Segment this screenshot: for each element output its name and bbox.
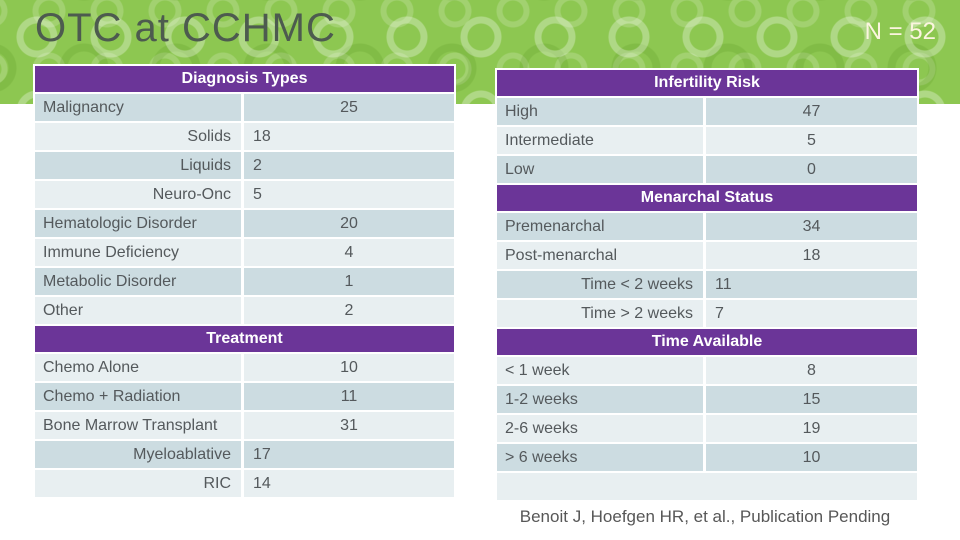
row-label: 2-6 weeks: [497, 415, 703, 442]
row-value: 4: [244, 239, 454, 266]
row-value: 2: [244, 297, 454, 324]
table-row: Time > 2 weeks 7: [497, 300, 917, 327]
table-row: Solids 18: [35, 123, 454, 150]
row-label: Other: [35, 297, 241, 324]
table-row: Hematologic Disorder 20: [35, 210, 454, 237]
row-value: 20: [244, 210, 454, 237]
row-label: < 1 week: [497, 357, 703, 384]
row-value: 17: [244, 441, 454, 468]
row-value: 34: [706, 213, 917, 240]
section-header-infertility-risk: Infertility Risk: [497, 70, 917, 96]
table-row: Low 0: [497, 156, 917, 183]
row-value: 5: [244, 181, 454, 208]
row-label: 1-2 weeks: [497, 386, 703, 413]
sample-size-label: N = 52: [864, 18, 936, 45]
row-label: Malignancy: [35, 94, 241, 121]
row-value: 31: [244, 412, 454, 439]
table-row: Neuro-Onc 5: [35, 181, 454, 208]
table-row: Chemo + Radiation 11: [35, 383, 454, 410]
table-row: Chemo Alone 10: [35, 354, 454, 381]
row-label: RIC: [35, 470, 241, 497]
row-label: Low: [497, 156, 703, 183]
row-value: 8: [706, 357, 917, 384]
table-row: Time < 2 weeks 11: [497, 271, 917, 298]
table-row: Myeloablative 17: [35, 441, 454, 468]
table-row: Malignancy 25: [35, 94, 454, 121]
row-value: 5: [706, 127, 917, 154]
row-value: 7: [706, 300, 917, 327]
table-row: Intermediate 5: [497, 127, 917, 154]
row-value: 11: [706, 271, 917, 298]
row-label: Solids: [35, 123, 241, 150]
row-value: 18: [706, 242, 917, 269]
diagnosis-treatment-table: Diagnosis Types Malignancy 25 Solids 18 …: [33, 64, 456, 499]
row-label: High: [497, 98, 703, 125]
row-label: Myeloablative: [35, 441, 241, 468]
table-row: 2-6 weeks 19: [497, 415, 917, 442]
row-value: 25: [244, 94, 454, 121]
table-row: RIC 14: [35, 470, 454, 497]
row-value: 11: [244, 383, 454, 410]
row-value: 2: [244, 152, 454, 179]
row-label: Metabolic Disorder: [35, 268, 241, 295]
row-label: Time > 2 weeks: [497, 300, 703, 327]
empty-cell: [497, 473, 917, 500]
row-label: Liquids: [35, 152, 241, 179]
row-label: Bone Marrow Transplant: [35, 412, 241, 439]
table-row: High 47: [497, 98, 917, 125]
row-value: 14: [244, 470, 454, 497]
row-label: Neuro-Onc: [35, 181, 241, 208]
row-value: 47: [706, 98, 917, 125]
row-label: Time < 2 weeks: [497, 271, 703, 298]
row-value: 0: [706, 156, 917, 183]
row-value: 18: [244, 123, 454, 150]
table-row: Premenarchal 34: [497, 213, 917, 240]
row-label: Immune Deficiency: [35, 239, 241, 266]
row-value: 15: [706, 386, 917, 413]
table-row: > 6 weeks 10: [497, 444, 917, 471]
row-value: 1: [244, 268, 454, 295]
row-value: 10: [244, 354, 454, 381]
table-row: Post-menarchal 18: [497, 242, 917, 269]
row-label: Intermediate: [497, 127, 703, 154]
table-row: Other 2: [35, 297, 454, 324]
section-header-menarchal-status: Menarchal Status: [497, 185, 917, 211]
citation-text: Benoit J, Hoefgen HR, et al., Publicatio…: [519, 507, 891, 526]
row-label: Chemo Alone: [35, 354, 241, 381]
empty-spacer-row: [497, 473, 917, 500]
row-label: Chemo + Radiation: [35, 383, 241, 410]
row-label: Post-menarchal: [497, 242, 703, 269]
row-value: 19: [706, 415, 917, 442]
section-header-diagnosis-types: Diagnosis Types: [35, 66, 454, 92]
table-row: < 1 week 8: [497, 357, 917, 384]
section-header-time-available: Time Available: [497, 329, 917, 355]
table-row: 1-2 weeks 15: [497, 386, 917, 413]
table-row: Bone Marrow Transplant 31: [35, 412, 454, 439]
page-title: OTC at CCHMC: [35, 6, 336, 50]
row-label: > 6 weeks: [497, 444, 703, 471]
section-header-treatment: Treatment: [35, 326, 454, 352]
row-label: Premenarchal: [497, 213, 703, 240]
risk-status-time-table: Infertility Risk High 47 Intermediate 5 …: [495, 68, 919, 502]
table-row: Metabolic Disorder 1: [35, 268, 454, 295]
row-value: 10: [706, 444, 917, 471]
table-row: Liquids 2: [35, 152, 454, 179]
table-row: Immune Deficiency 4: [35, 239, 454, 266]
row-label: Hematologic Disorder: [35, 210, 241, 237]
